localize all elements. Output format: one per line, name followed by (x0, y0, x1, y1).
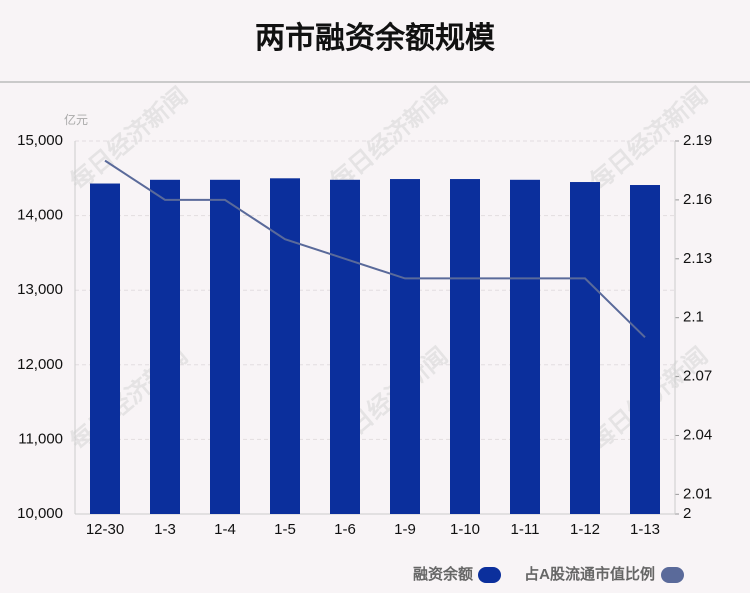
y2-tick-label: 2.1 (683, 309, 704, 326)
y2-tick-label: 2.01 (683, 485, 712, 502)
x-tick-label: 1-6 (334, 521, 356, 538)
bar (630, 185, 660, 514)
chart-title: 两市融资余额规模 (255, 21, 495, 55)
x-tick-label: 1-4 (214, 521, 236, 538)
bar (450, 179, 480, 514)
x-tick-label: 1-12 (570, 521, 600, 538)
x-tick-label: 1-3 (154, 521, 176, 538)
line (104, 159, 646, 339)
y2-tick-label: 2.13 (683, 250, 712, 267)
x-tick-label: 1-11 (511, 521, 540, 538)
x-tick-label: 1-5 (274, 521, 296, 538)
bar (210, 179, 240, 515)
y-unit: 亿元 (64, 112, 88, 127)
bar (570, 182, 600, 514)
y2-tick-label: 2.07 (683, 368, 712, 385)
y-tick-label: 14,000 (17, 207, 63, 224)
y2-tick-label: 2.04 (683, 426, 712, 443)
bar (390, 179, 420, 514)
y-tick-label: 12,000 (17, 356, 63, 373)
x-tick-label: 12-30 (86, 521, 124, 538)
bar (330, 179, 360, 515)
watermark: 每日经济新闻 (65, 82, 193, 196)
legend-label: 占A股流通市值比例 (524, 565, 655, 583)
legend-label: 融资余额 (413, 565, 473, 583)
y-tick-label: 11,000 (18, 430, 63, 447)
legend-swatch (478, 567, 501, 583)
bar (270, 178, 300, 515)
y-tick-label: 15,000 (17, 132, 63, 149)
y-tick-label: 13,000 (17, 281, 63, 298)
x-tick-label: 1-9 (394, 521, 416, 538)
y2-tick-label: 2.19 (683, 132, 712, 149)
bar (90, 183, 120, 514)
bar (150, 179, 180, 515)
x-tick-label: 1-10 (450, 521, 480, 538)
legend-swatch (661, 567, 684, 583)
y2-tick-label: 2 (683, 505, 691, 522)
y2-tick-label: 2.16 (683, 191, 712, 208)
watermark: 每日经济新闻 (325, 82, 453, 196)
bar (510, 179, 540, 515)
x-tick-label: 1-13 (630, 521, 660, 538)
y-tick-label: 10,000 (17, 505, 63, 522)
